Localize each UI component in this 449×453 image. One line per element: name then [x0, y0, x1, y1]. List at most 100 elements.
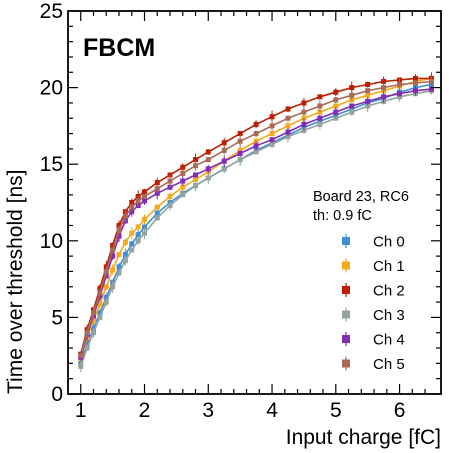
fit-line: [80, 80, 432, 356]
data-point: [135, 232, 141, 238]
data-point: [154, 186, 160, 192]
data-point: [285, 106, 291, 112]
y-axis-title: Time over threshold [ns]: [4, 170, 27, 394]
data-point: [221, 158, 227, 164]
data-point: [365, 82, 371, 88]
legend-entry: Ch 5: [342, 356, 405, 373]
data-point: [97, 293, 103, 299]
data-point: [381, 85, 387, 91]
data-point: [103, 268, 109, 274]
data-point: [193, 183, 199, 189]
data-point: [285, 129, 291, 135]
data-point: [129, 247, 135, 253]
data-point: [142, 189, 148, 195]
legend-label: Ch 0: [373, 234, 405, 251]
data-point: [349, 103, 355, 109]
data-point: [142, 198, 148, 204]
legend-entry: Ch 3: [342, 307, 405, 324]
data-point: [116, 222, 122, 228]
data-point: [381, 78, 387, 84]
data-point: [167, 203, 173, 209]
legend: Ch 0 Ch 1 Ch 2 Ch 3 Ch 4 Ch 5: [342, 234, 405, 373]
data-point: [142, 216, 148, 222]
data-point: [333, 89, 339, 95]
legend-label: Ch 4: [373, 332, 405, 349]
data-point: [97, 310, 103, 316]
data-point: [269, 131, 275, 137]
data-point: [333, 115, 339, 121]
y-tick-label: 15: [40, 153, 63, 176]
data-point: [205, 157, 211, 163]
data-point: [269, 123, 275, 129]
data-point: [269, 141, 275, 147]
x-tick-label: 5: [330, 399, 342, 422]
data-point: [116, 270, 122, 276]
data-point: [142, 193, 148, 199]
legend-marker: [342, 359, 350, 368]
data-point: [349, 85, 355, 91]
data-point: [237, 138, 243, 144]
data-point: [122, 252, 128, 258]
data-point: [154, 204, 160, 210]
legend-label: Ch 3: [373, 307, 405, 324]
data-point: [122, 213, 128, 219]
y-tick-label: 20: [40, 77, 63, 100]
data-point: [333, 109, 339, 115]
data-point: [97, 285, 103, 291]
data-point: [301, 100, 307, 106]
data-point: [91, 310, 97, 316]
data-point: [154, 180, 160, 186]
data-point: [205, 175, 211, 181]
data-point: [349, 109, 355, 115]
data-point: [285, 115, 291, 121]
legend-entry: Ch 0: [342, 234, 405, 251]
data-point: [116, 233, 122, 239]
data-point: [193, 157, 199, 163]
data-point: [129, 241, 135, 247]
data-point: [84, 345, 90, 351]
data-point: [103, 294, 109, 300]
data-point: [167, 172, 173, 178]
data-point: [193, 163, 199, 169]
x-tick-labels: 1 2 3 4 5 6: [75, 399, 405, 422]
data-point: [129, 230, 135, 236]
x-tick-label: 6: [394, 399, 406, 422]
data-point: [84, 340, 90, 346]
threshold-info-label: th: 0.9 fC: [313, 208, 372, 224]
data-point: [193, 177, 199, 183]
legend-entry: Ch 2: [342, 283, 405, 300]
data-point: [180, 170, 186, 176]
data-point: [103, 299, 109, 305]
data-point: [365, 103, 371, 109]
data-point: [103, 284, 109, 290]
data-point: [129, 200, 135, 205]
data-point: [167, 178, 173, 184]
data-point: [154, 210, 160, 216]
data-point: [135, 198, 141, 204]
data-point: [135, 224, 141, 230]
legend-entry: Ch 4: [342, 332, 405, 349]
y-tick-label: 10: [40, 230, 63, 253]
data-point: [221, 166, 227, 172]
x-tick-label: 2: [139, 399, 151, 422]
data-point: [97, 290, 103, 296]
data-point: [221, 147, 227, 153]
legend-entry: Ch 1: [342, 258, 405, 275]
data-point: [221, 140, 227, 146]
y-tick-label: 5: [51, 306, 63, 329]
data-point: [129, 209, 135, 215]
data-point: [301, 127, 307, 133]
data-point: [205, 149, 211, 155]
data-point: [142, 230, 148, 236]
data-point: [110, 284, 116, 290]
data-point: [237, 131, 243, 137]
legend-label: Ch 2: [373, 283, 405, 300]
data-point: [205, 166, 211, 172]
fit-line: [80, 88, 432, 358]
data-point: [253, 143, 259, 149]
data-point: [317, 103, 323, 109]
legend-label: Ch 5: [373, 356, 405, 373]
axis-ticks: [68, 10, 441, 395]
data-point: [397, 94, 403, 100]
data-point: [116, 227, 122, 233]
